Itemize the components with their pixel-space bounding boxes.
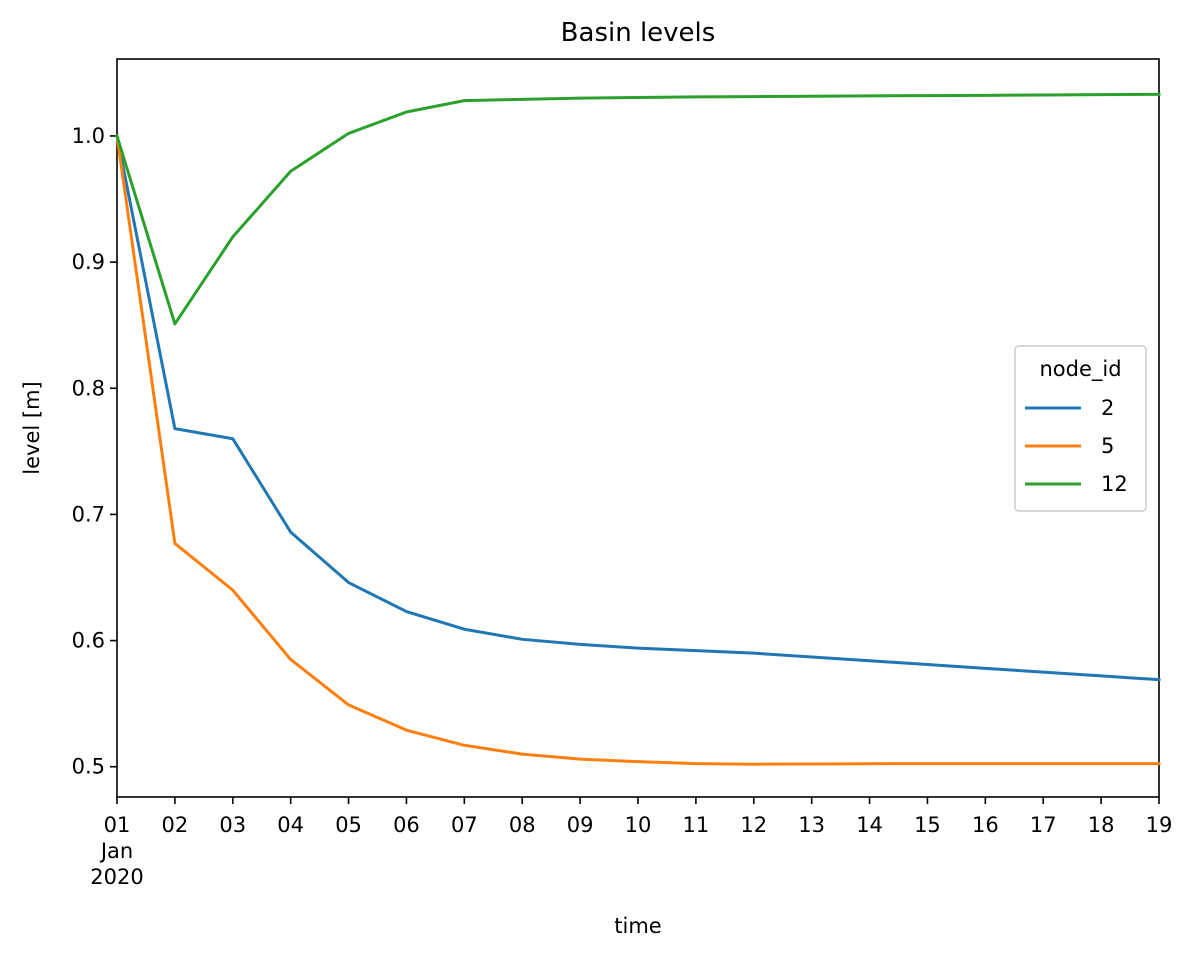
y-tick-label: 1.0 [72, 124, 105, 148]
x-tick-sublabel: Jan [99, 839, 133, 863]
legend-label-12: 12 [1101, 472, 1128, 496]
legend-title: node_id [1039, 357, 1121, 382]
x-tick-label: 03 [219, 813, 246, 837]
legend-label-2: 2 [1101, 396, 1114, 420]
x-tick-label: 07 [451, 813, 478, 837]
x-tick-label: 05 [335, 813, 362, 837]
y-axis: 0.5 0.6 0.7 0.8 0.9 1.0 [72, 124, 117, 779]
x-tick-label: 02 [162, 813, 189, 837]
x-tick-label: 06 [393, 813, 420, 837]
x-tick-label: 14 [856, 813, 883, 837]
x-tick-label: 16 [972, 813, 999, 837]
x-tick-label: 08 [509, 813, 536, 837]
legend: node_id 2 5 12 [1014, 345, 1147, 512]
legend-box [1014, 345, 1147, 512]
y-tick-label: 0.6 [72, 629, 105, 653]
x-tick-label: 11 [683, 813, 710, 837]
x-tick-label: 10 [625, 813, 652, 837]
x-tick-sublabel: 2020 [90, 865, 143, 889]
x-tick-label: 18 [1088, 813, 1115, 837]
x-tick-label: 19 [1146, 813, 1173, 837]
x-axis: 01 02 03 04 05 06 07 08 09 10 11 12 13 14 15 16 17 18 19 Ja… [90, 797, 1172, 889]
y-axis-label: level [m] [20, 381, 44, 474]
series-line-2 [115, 134, 1161, 682]
x-tick-label: 04 [277, 813, 304, 837]
y-tick-label: 0.9 [72, 250, 105, 274]
chart-title: Basin levels [561, 18, 716, 48]
legend-label-5: 5 [1101, 434, 1114, 458]
series-lines [115, 92, 1161, 766]
x-tick-label: 01 [104, 813, 131, 837]
x-axis-label: time [614, 914, 661, 938]
x-tick-label: 17 [1030, 813, 1057, 837]
y-tick-label: 0.7 [72, 502, 105, 526]
series-line-12 [115, 92, 1161, 326]
y-tick-label: 0.5 [72, 755, 105, 779]
x-tick-label: 15 [914, 813, 941, 837]
x-tick-label: 12 [740, 813, 767, 837]
x-tick-label: 13 [798, 813, 825, 837]
series-line-5 [115, 134, 1161, 766]
plot-frame [116, 58, 1160, 798]
y-tick-label: 0.8 [72, 376, 105, 400]
x-tick-label: 09 [567, 813, 594, 837]
